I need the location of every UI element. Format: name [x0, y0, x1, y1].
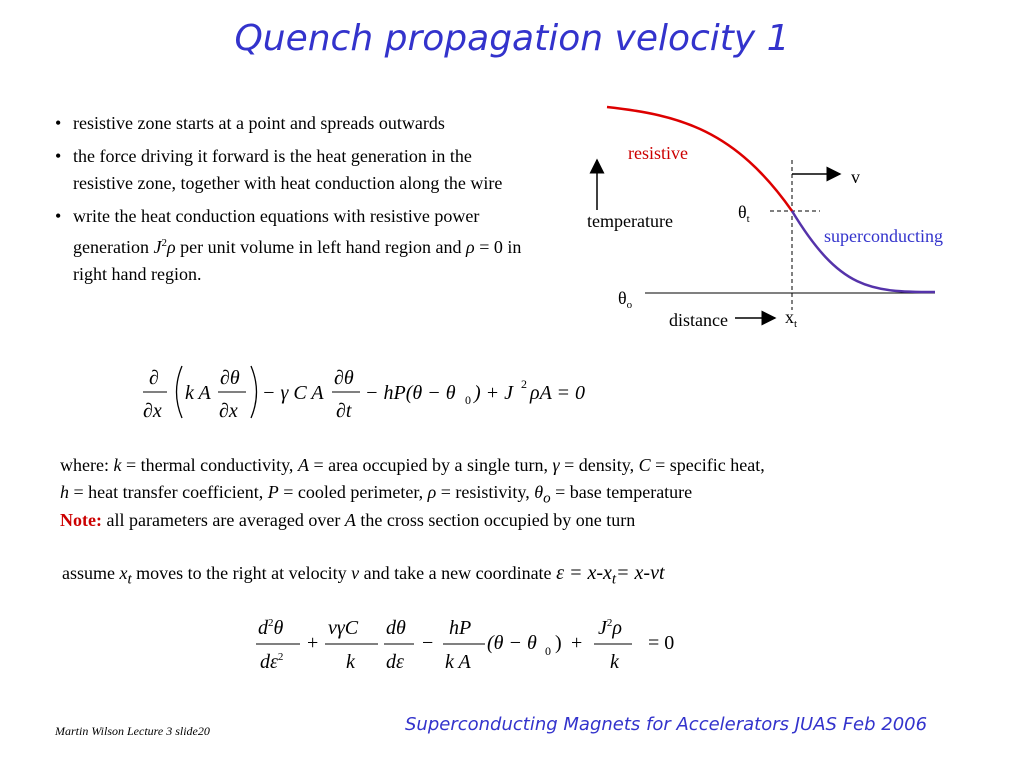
note-line: Note: all parameters are averaged over A… — [60, 510, 636, 530]
svg-text:J2ρ: J2ρ — [598, 617, 622, 639]
resistive-label: resistive — [628, 143, 688, 163]
eq2-mid: (θ − θ — [487, 632, 537, 654]
svg-text:−: − — [422, 632, 433, 654]
bullet-text: the force driving it forward is the heat… — [73, 146, 503, 193]
bullet-text-middle: per unit volume in left hand region and — [175, 237, 467, 257]
svg-text:+: + — [571, 632, 582, 654]
bullet-dot: • — [55, 206, 62, 226]
bullet-text-prefix: write the heat conduction equations with… — [73, 206, 480, 257]
eq1-rest3: ρA = 0 — [529, 382, 585, 404]
eq2-vgC: vγC — [328, 617, 359, 639]
symbol-rho: ρ — [466, 237, 475, 257]
temperature-label: temperature — [587, 211, 673, 231]
footer-author: Martin Wilson Lecture 3 slide20 — [55, 724, 210, 738]
eq1-exp2: 2 — [521, 377, 527, 391]
bullet-dot: • — [55, 113, 62, 133]
eq1-gammaCA: − γ C A — [262, 382, 324, 404]
bullet-item: • resistive zone starts at a point and s… — [55, 110, 535, 137]
theta-t-label: θt — [738, 202, 750, 225]
exponent: 2 — [161, 237, 167, 249]
eq1-partial: ∂ — [149, 367, 159, 389]
theta-o-label: θo — [618, 288, 633, 311]
resistive-curve — [606, 105, 794, 212]
assumption-line: assume xt moves to the right at velocity… — [62, 562, 665, 588]
eq2-hP: hP — [449, 617, 471, 639]
symbol-J: J — [153, 237, 162, 257]
svg-text:dε2: dε2 — [260, 651, 283, 673]
bullet-list: • resistive zone starts at a point and s… — [55, 110, 535, 294]
distance-label: distance — [669, 310, 728, 330]
bullet-text-suffix: = 0 in right hand region. — [73, 237, 522, 284]
eq1-dtheta: ∂θ — [220, 367, 240, 389]
eq1-dt: ∂t — [336, 400, 352, 422]
eq1-sub0: 0 — [465, 393, 471, 407]
bullet-text: resistive zone starts at a point and spr… — [73, 113, 445, 133]
superconducting-label: superconducting — [824, 226, 943, 246]
footer-course: Superconducting Magnets for Accelerators… — [405, 714, 928, 735]
eq2-deps: dε — [386, 651, 404, 673]
eq2-kA: k A — [445, 651, 472, 673]
eq1-rest2: ) + J — [473, 382, 514, 404]
heat-equation: ∂ ∂x k A ∂θ ∂x − γ C A ∂θ ∂t − hP(θ − θ … — [143, 365, 585, 422]
note-label: Note: — [60, 510, 102, 530]
eq1-dx2: ∂x — [219, 400, 238, 422]
symbol-rho: ρ — [166, 237, 176, 257]
x-t-label: xt — [785, 307, 797, 330]
svg-text:+: + — [307, 632, 318, 654]
velocity-label: v — [851, 167, 860, 187]
eq1-dx: ∂x — [143, 400, 162, 422]
eq2-k2: k — [610, 651, 620, 673]
eq2-eqzero: = 0 — [648, 632, 674, 654]
slide-title: Quench propagation velocity 1 — [234, 18, 790, 59]
eq2-k: k — [346, 651, 356, 673]
transformed-equation: d2θ dε2 + vγC k dθ dε − hP k A (θ − θ 0 … — [256, 617, 674, 673]
eq2-dtheta: dθ — [386, 617, 406, 639]
bullet-item: • the force driving it forward is the he… — [55, 143, 535, 197]
eq1-kA: k A — [185, 382, 212, 404]
bullet-item: • write the heat conduction equations wi… — [55, 203, 535, 288]
svg-text:): ) — [555, 632, 562, 654]
svg-text:0: 0 — [545, 644, 551, 658]
variable-definitions: where: k = thermal conductivity, A = are… — [60, 455, 765, 507]
bullet-dot: • — [55, 146, 62, 166]
svg-text:d2θ: d2θ — [258, 617, 284, 639]
eq1-dtheta2: ∂θ — [334, 367, 354, 389]
superconducting-curve — [790, 210, 936, 294]
eq1-rest1: − hP(θ − θ — [365, 382, 456, 404]
